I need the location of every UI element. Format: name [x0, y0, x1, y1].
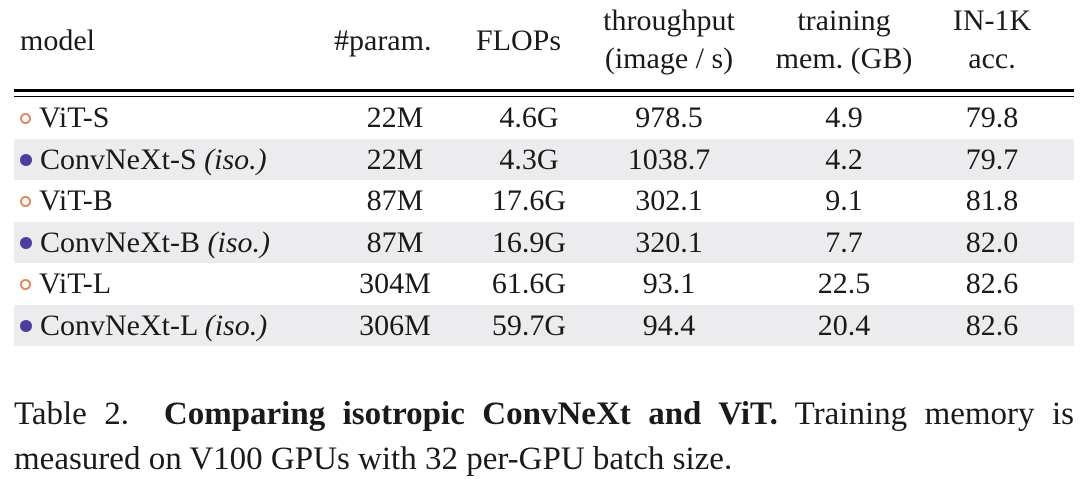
- cell-memory: 22.5: [817, 267, 871, 300]
- header-training-memory: training mem. (GB): [775, 4, 913, 75]
- cell-flops: 61.6G: [491, 267, 567, 300]
- table-row: ConvNeXt-S (iso.) 22M 4.3G 1038.7 4.2 79.7: [14, 138, 1074, 181]
- cell-memory: 20.4: [817, 308, 871, 342]
- header-rule-thin: [14, 96, 1074, 97]
- model-name: ConvNeXt-L: [40, 308, 198, 342]
- cell-memory: 4.9: [825, 101, 863, 134]
- model-name: ViT-L: [39, 267, 112, 300]
- cell-model: ViT-S: [20, 97, 109, 139]
- filled-circle-icon: [20, 153, 32, 166]
- table-row: ConvNeXt-B (iso.) 87M 16.9G 320.1 7.7 82.0: [14, 221, 1074, 264]
- header-param: #param.: [334, 24, 432, 57]
- cell-model: ViT-B: [20, 180, 113, 222]
- cell-memory: 7.7: [825, 225, 863, 259]
- cell-throughput: 1038.7: [627, 142, 711, 176]
- cell-acc: 82.0: [965, 225, 1019, 259]
- model-name: ConvNeXt-B: [40, 225, 200, 259]
- caption-label: Table 2.: [14, 396, 129, 432]
- cell-param: 87M: [366, 225, 424, 259]
- cell-model: ConvNeXt-B (iso.): [20, 222, 270, 264]
- table-row: ViT-S 22M 4.6G 978.5 4.9 79.8: [14, 97, 1074, 139]
- cell-param: 22M: [366, 101, 424, 134]
- cell-throughput: 93.1: [642, 267, 696, 300]
- header-flops: FLOPs: [476, 24, 562, 57]
- filled-circle-icon: [20, 319, 32, 332]
- model-name: ConvNeXt-S: [40, 142, 197, 176]
- cell-flops: 59.7G: [491, 308, 567, 342]
- model-name: ViT-B: [39, 184, 113, 217]
- cell-acc: 79.8: [965, 101, 1019, 134]
- open-circle-icon: [20, 112, 31, 124]
- table-row: ViT-L 304M 61.6G 93.1 22.5 82.6: [14, 263, 1074, 305]
- caption-text: Training memory is measured on V100 GPUs…: [14, 396, 1074, 477]
- cell-model: ConvNeXt-L (iso.): [20, 305, 267, 347]
- cell-throughput: 302.1: [635, 184, 703, 217]
- cell-throughput: 320.1: [635, 225, 703, 259]
- table-body: ViT-S 22M 4.6G 978.5 4.9 79.8 ConvNeXt-S (iso.…: [14, 97, 1074, 346]
- model-suffix: (iso.): [204, 142, 267, 176]
- open-circle-icon: [20, 195, 31, 207]
- cell-acc: 82.6: [965, 267, 1019, 300]
- cell-model: ViT-L: [20, 263, 111, 305]
- table-row: ConvNeXt-L (iso.) 306M 59.7G 94.4 20.4 82.6: [14, 304, 1074, 347]
- cell-acc: 79.7: [965, 142, 1019, 176]
- cell-model: ConvNeXt-S (iso.): [20, 139, 267, 181]
- header-accuracy: IN-1K acc.: [952, 4, 1032, 75]
- filled-circle-icon: [20, 236, 32, 249]
- model-suffix: (iso.): [204, 308, 268, 342]
- cell-flops: 4.3G: [499, 142, 559, 176]
- cell-acc: 82.6: [965, 308, 1019, 342]
- model-name: ViT-S: [39, 101, 110, 134]
- cell-param: 304M: [359, 267, 431, 300]
- caption-title: Comparing isotropic ConvNeXt and ViT.: [163, 396, 778, 432]
- cell-flops: 16.9G: [491, 225, 567, 259]
- header-rule-thick: [14, 89, 1074, 92]
- cell-param: 22M: [366, 142, 424, 176]
- cell-flops: 17.6G: [491, 184, 567, 217]
- header-throughput: throughput (image / s): [603, 4, 735, 75]
- cell-param: 306M: [359, 308, 431, 342]
- cell-memory: 9.1: [825, 184, 863, 217]
- table-header: model #param. FLOPs throughput (image / …: [14, 0, 1074, 90]
- cell-acc: 81.8: [965, 184, 1019, 217]
- cell-param: 87M: [366, 184, 424, 217]
- model-suffix: (iso.): [207, 225, 271, 259]
- cell-throughput: 94.4: [642, 308, 696, 342]
- table-caption: Table 2. Comparing isotropic ConvNeXt an…: [14, 392, 1074, 482]
- header-model: model: [20, 24, 95, 57]
- cell-flops: 4.6G: [499, 101, 559, 134]
- open-circle-icon: [20, 278, 31, 290]
- cell-memory: 4.2: [825, 142, 863, 176]
- cell-throughput: 978.5: [635, 101, 703, 134]
- table-row: ViT-B 87M 17.6G 302.1 9.1 81.8: [14, 180, 1074, 222]
